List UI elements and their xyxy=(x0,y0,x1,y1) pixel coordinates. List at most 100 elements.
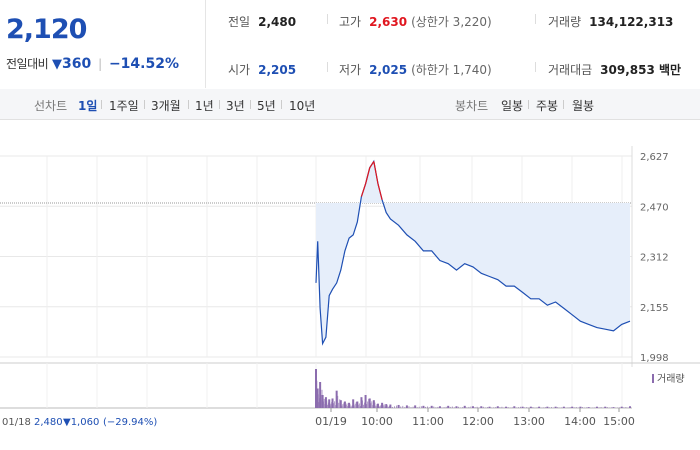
volume-bar xyxy=(447,405,450,408)
volume-bar xyxy=(331,398,334,408)
volume-bar xyxy=(430,405,433,408)
change-label: 전일대비 xyxy=(6,57,49,71)
divider xyxy=(219,100,220,109)
x-tick-label: 12:00 xyxy=(462,415,494,428)
amount-value: 309,853 백만 xyxy=(600,63,682,77)
volume-bar xyxy=(587,407,590,408)
y-tick-label: 2,312 xyxy=(640,253,669,264)
prev-day-date: 01/18 xyxy=(2,417,31,428)
volume-bar xyxy=(396,405,398,408)
divider xyxy=(327,62,328,72)
volume-bar xyxy=(505,406,508,408)
volume-bar xyxy=(338,402,340,408)
volume-bar xyxy=(567,407,569,408)
volume-bar xyxy=(368,398,370,408)
tab-1w[interactable]: 1주일 xyxy=(109,99,139,113)
volume-bar xyxy=(341,405,343,408)
volume-bar xyxy=(468,406,470,408)
chart-axes: 2,627 2,470 2,312 2,155 1,998 거래량 01/19 10:00 11… xyxy=(2,152,685,428)
prev-close-label: 전일 xyxy=(228,15,251,29)
price-line xyxy=(315,159,631,346)
volume-bar xyxy=(493,407,495,408)
prev-day-percent: (−29.94%) xyxy=(103,417,157,428)
volume-bar xyxy=(358,403,360,408)
divider xyxy=(101,100,102,109)
volume-bar xyxy=(339,400,342,408)
tab-1y[interactable]: 1년 xyxy=(195,99,214,113)
volume-bar xyxy=(382,405,384,408)
chart-line xyxy=(315,159,631,346)
quote-header: 2,120 전일대비 ▼360 | −14.52% 전일 2,480 고가 2,63… xyxy=(0,0,700,90)
volume-bar xyxy=(363,404,365,408)
volume-bar xyxy=(470,406,472,408)
tab-5y[interactable]: 5년 xyxy=(257,99,276,113)
volume-bar xyxy=(386,405,388,408)
tab-monthly-candle[interactable]: 월봉 xyxy=(572,99,595,113)
volume-bar xyxy=(482,406,484,408)
x-tick-label: 13:00 xyxy=(513,415,545,428)
volume-bar xyxy=(328,399,331,408)
volume-bar xyxy=(402,405,404,408)
volume-bar xyxy=(460,407,462,408)
volume-bar xyxy=(542,407,544,408)
volume-bar xyxy=(388,406,390,408)
volume-bar xyxy=(412,406,414,408)
tab-daily-candle[interactable]: 일봉 xyxy=(501,99,524,113)
volume-legend-swatch xyxy=(652,374,654,383)
volume-bar xyxy=(364,395,367,408)
tab-1d[interactable]: 1일 xyxy=(78,99,98,113)
prev-day-change: ▼1,060 xyxy=(63,417,99,428)
change-percent: −14.52% xyxy=(108,56,179,72)
volume-bar xyxy=(443,407,445,408)
chart-period-tabs: 선차트 1일 1주일 3개월 1년 3년 5년 10년 봉차트 일봉 주봉 월봉 xyxy=(0,89,700,120)
volume-bar xyxy=(366,404,368,408)
volume-bar xyxy=(474,407,476,408)
volume-bar xyxy=(350,406,352,408)
divider xyxy=(563,100,564,109)
volume-bar xyxy=(438,406,441,408)
tab-weekly-candle[interactable]: 주봉 xyxy=(536,99,559,113)
y-tick-label: 2,627 xyxy=(640,152,669,163)
volume-bar xyxy=(480,406,483,408)
volume-bar xyxy=(351,405,353,408)
volume-bar xyxy=(420,406,422,408)
volume-bar xyxy=(352,399,355,408)
volume-value: 134,122,313 xyxy=(589,15,674,29)
tab-3y[interactable]: 3년 xyxy=(226,99,245,113)
volume-bar xyxy=(561,407,563,408)
divider xyxy=(327,14,328,24)
volume-bar xyxy=(503,407,505,408)
high-label: 고가 xyxy=(339,15,362,29)
volume-bar xyxy=(343,402,345,408)
volume-bar xyxy=(544,407,546,408)
volume-bar xyxy=(318,402,320,408)
volume-bar xyxy=(513,406,516,408)
volume-bar xyxy=(573,407,575,408)
volume-bar xyxy=(472,406,474,408)
volume-bar xyxy=(517,407,519,408)
volume-bar xyxy=(353,405,355,408)
tab-10y[interactable]: 10년 xyxy=(289,99,316,113)
volume-bar xyxy=(554,406,557,408)
divider xyxy=(144,100,145,109)
volume-bar xyxy=(462,407,464,408)
volume-bar xyxy=(383,404,385,408)
y-tick-label: 1,998 xyxy=(640,353,669,364)
volume-label: 거래량 xyxy=(548,15,582,29)
volume-bar xyxy=(364,402,366,408)
volume-bar xyxy=(345,404,347,408)
chart-fill xyxy=(316,161,630,344)
volume-bar xyxy=(612,407,615,408)
tab-3m[interactable]: 3개월 xyxy=(151,99,181,113)
volume-bar xyxy=(320,400,322,408)
open-value: 2,205 xyxy=(258,63,297,77)
volume-bar xyxy=(488,406,491,408)
volume-bar xyxy=(546,406,549,408)
prev-day-close: 2,480 xyxy=(34,417,63,428)
volume-bar xyxy=(515,407,517,408)
prev-close: 전일 2,480 xyxy=(228,13,296,30)
volume-bar xyxy=(375,405,377,408)
divider xyxy=(535,14,536,24)
lower-limit: (하한가 1,740) xyxy=(411,63,492,77)
volume-legend-label: 거래량 xyxy=(657,373,685,385)
